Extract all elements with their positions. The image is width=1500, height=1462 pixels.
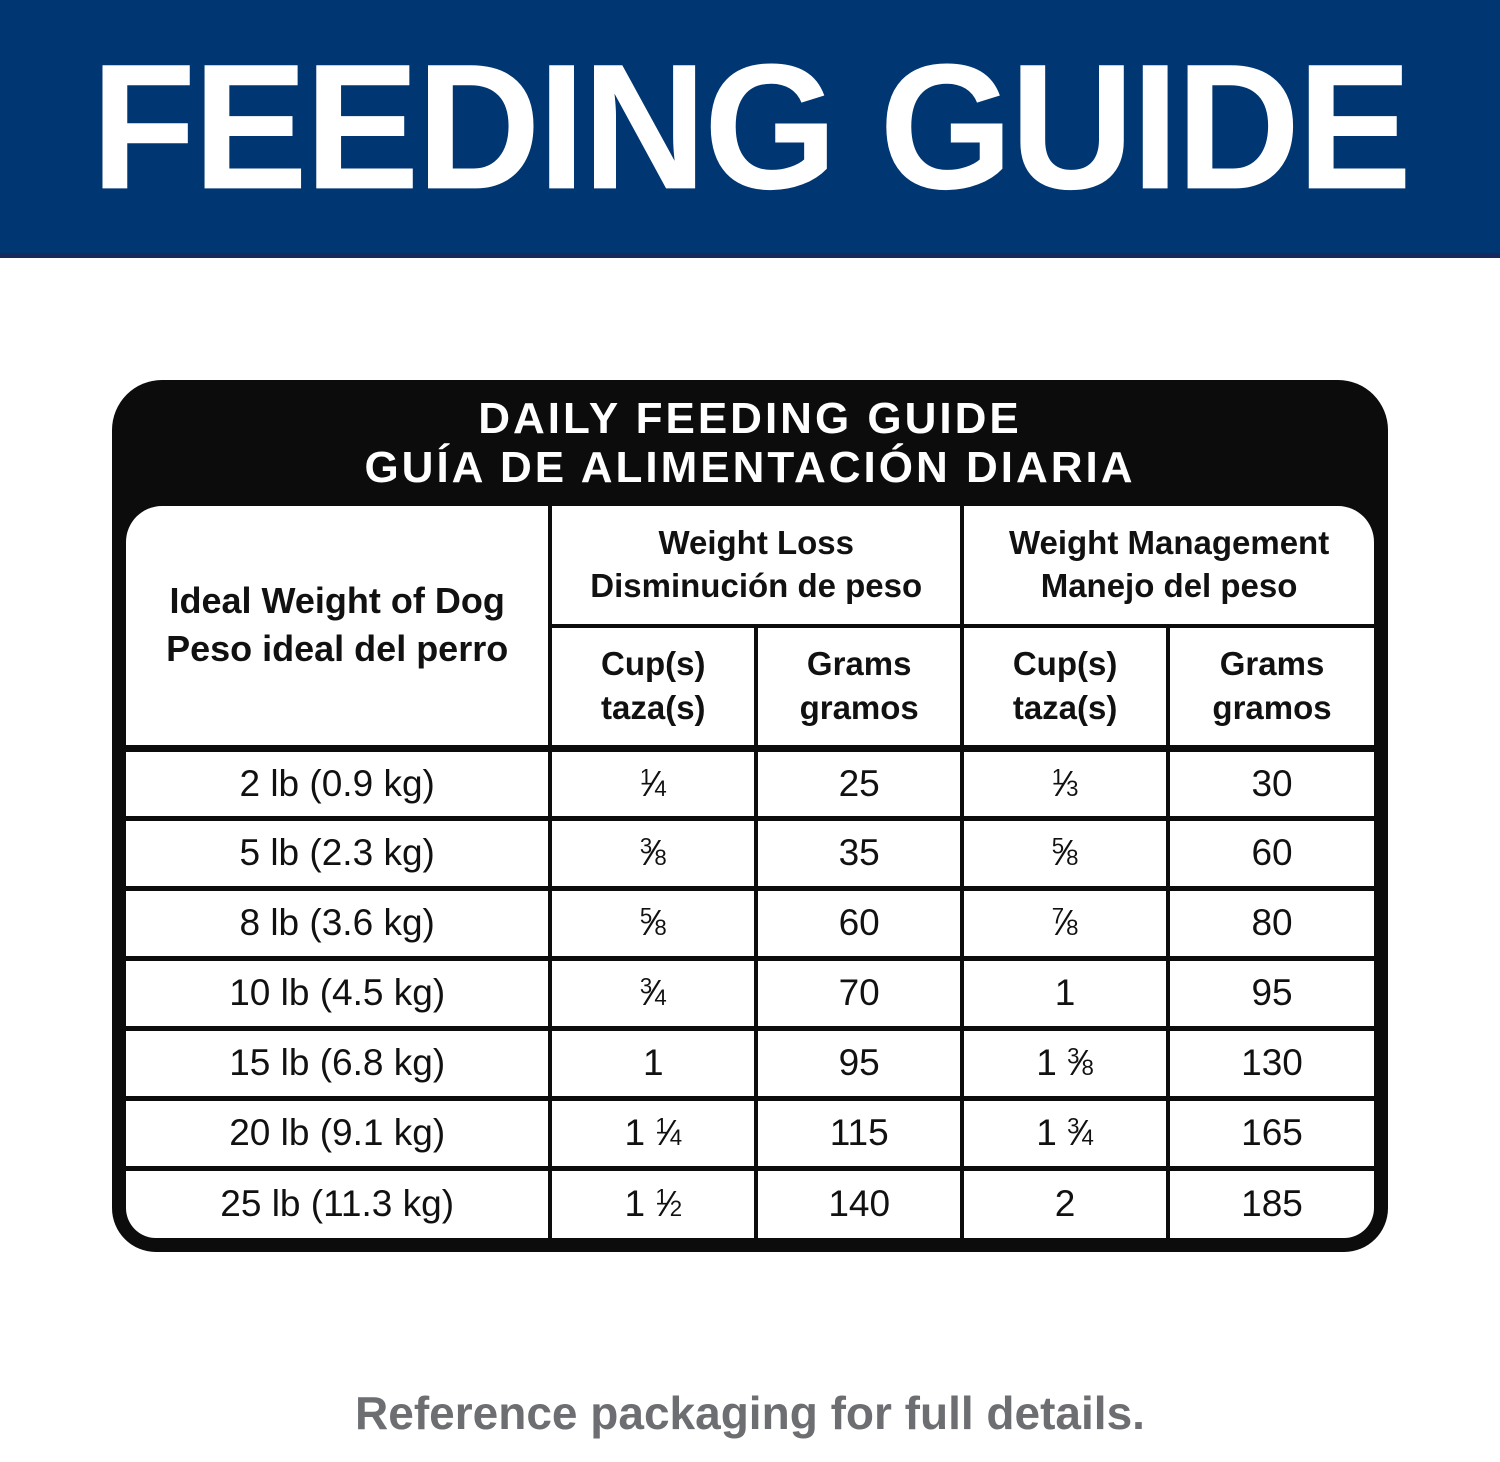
weight-loss-cups-header: Cup(s) taza(s) xyxy=(548,624,759,752)
weight-management-header-en: Weight Management xyxy=(1008,524,1330,562)
weight-management-grams-cell: 95 xyxy=(1166,955,1374,1031)
group-header-row: Ideal Weight of Dog Peso ideal del perro… xyxy=(126,506,1374,752)
cups-label-en: Cup(s) xyxy=(1012,644,1118,682)
weight-loss-grams-cell: 95 xyxy=(754,1025,965,1101)
weight-management-cups-cell: 1 xyxy=(960,955,1171,1031)
ideal-weight-header-en: Ideal Weight of Dog xyxy=(169,579,505,621)
ideal-weight-cell: 15 lb (6.8 kg) xyxy=(126,1025,553,1101)
weight-management-cups-cell: 1 3⁄8 xyxy=(960,1025,1171,1101)
cups-label-es: taza(s) xyxy=(601,689,706,727)
ideal-weight-cell: 5 lb (2.3 kg) xyxy=(126,815,553,891)
card-body: Ideal Weight of Dog Peso ideal del perro… xyxy=(126,506,1374,1238)
weight-management-cups-cell: 1⁄3 xyxy=(960,745,1171,821)
weight-loss-grams-cell: 60 xyxy=(754,885,965,961)
weight-loss-grams-cell: 70 xyxy=(754,955,965,1031)
grams-label-en: Grams xyxy=(1219,644,1325,682)
table-row: 20 lb (9.1 kg) 1 1⁄4 115 1 3⁄4 165 xyxy=(126,1095,1374,1171)
weight-loss-cups-cell: 1 1⁄2 xyxy=(548,1165,759,1238)
weight-loss-grams-header: Grams gramos xyxy=(754,624,965,752)
table-row: 10 lb (4.5 kg) 3⁄4 70 1 95 xyxy=(126,955,1374,1031)
weight-management-cups-cell: 5⁄8 xyxy=(960,815,1171,891)
ideal-weight-cell: 10 lb (4.5 kg) xyxy=(126,955,553,1031)
weight-management-grams-cell: 30 xyxy=(1166,745,1374,821)
table-row: 15 lb (6.8 kg) 1 95 1 3⁄8 130 xyxy=(126,1025,1374,1101)
weight-loss-grams-cell: 115 xyxy=(754,1095,965,1171)
sub-header-row: Cup(s) taza(s) Grams gramos Cup(s) taza(… xyxy=(126,624,1374,752)
weight-management-cups-header: Cup(s) taza(s) xyxy=(960,624,1171,752)
weight-loss-cups-cell: 5⁄8 xyxy=(548,885,759,961)
weight-management-grams-cell: 80 xyxy=(1166,885,1374,961)
weight-loss-header: Weight Loss Disminución de peso xyxy=(548,506,965,628)
ideal-weight-cell: 20 lb (9.1 kg) xyxy=(126,1095,553,1171)
weight-loss-cups-cell: 3⁄8 xyxy=(548,815,759,891)
table-row: 8 lb (3.6 kg) 5⁄8 60 7⁄8 80 xyxy=(126,885,1374,961)
weight-loss-cups-cell: 1 xyxy=(548,1025,759,1101)
daily-feeding-table: Ideal Weight of Dog Peso ideal del perro… xyxy=(126,506,1374,1238)
weight-management-cups-cell: 7⁄8 xyxy=(960,885,1171,961)
ideal-weight-cell: 8 lb (3.6 kg) xyxy=(126,885,553,961)
cups-label-es: taza(s) xyxy=(1012,689,1118,727)
weight-management-header-es: Manejo del peso xyxy=(1040,567,1298,604)
weight-management-cups-cell: 1 3⁄4 xyxy=(960,1095,1171,1171)
weight-loss-grams-cell: 25 xyxy=(754,745,965,821)
weight-management-grams-cell: 60 xyxy=(1166,815,1374,891)
grams-label-en: Grams xyxy=(806,644,912,682)
table-row: 5 lb (2.3 kg) 3⁄8 35 5⁄8 60 xyxy=(126,815,1374,891)
grams-label-es: gramos xyxy=(799,689,919,727)
grams-label-es: gramos xyxy=(1212,689,1332,727)
ideal-weight-header-es: Peso ideal del perro xyxy=(166,628,509,670)
banner: FEEDING GUIDE xyxy=(0,0,1500,258)
ideal-weight-header: Ideal Weight of Dog Peso ideal del perro xyxy=(126,506,553,752)
feeding-guide-card: DAILY FEEDING GUIDE GUÍA DE ALIMENTACIÓN… xyxy=(112,380,1388,1252)
weight-management-grams-cell: 165 xyxy=(1166,1095,1374,1171)
weight-management-grams-cell: 185 xyxy=(1166,1165,1374,1238)
weight-management-cups-cell: 2 xyxy=(960,1165,1171,1238)
weight-loss-grams-cell: 35 xyxy=(754,815,965,891)
footer-note: Reference packaging for full details. xyxy=(355,1387,1145,1439)
cups-label-en: Cup(s) xyxy=(601,644,706,682)
weight-loss-cups-cell: 1⁄4 xyxy=(548,745,759,821)
weight-loss-cups-cell: 1 1⁄4 xyxy=(548,1095,759,1171)
weight-loss-cups-cell: 3⁄4 xyxy=(548,955,759,1031)
weight-loss-grams-cell: 140 xyxy=(754,1165,965,1238)
weight-loss-header-es: Disminución de peso xyxy=(590,567,923,604)
weight-management-header: Weight Management Manejo del peso xyxy=(960,506,1374,628)
table-row: 25 lb (11.3 kg) 1 1⁄2 140 2 185 xyxy=(126,1165,1374,1238)
weight-loss-header-en: Weight Loss xyxy=(658,524,855,562)
card-title-english: DAILY FEEDING GUIDE xyxy=(478,393,1022,443)
weight-management-grams-cell: 130 xyxy=(1166,1025,1374,1101)
table-row: 2 lb (0.9 kg) 1⁄4 25 1⁄3 30 xyxy=(126,745,1374,821)
card-header: DAILY FEEDING GUIDE GUÍA DE ALIMENTACIÓN… xyxy=(126,380,1374,506)
weight-management-grams-header: Grams gramos xyxy=(1166,624,1374,752)
ideal-weight-cell: 25 lb (11.3 kg) xyxy=(126,1165,553,1238)
card-title-spanish: GUÍA DE ALIMENTACIÓN DIARIA xyxy=(364,443,1136,492)
banner-title: FEEDING GUIDE xyxy=(90,26,1412,227)
ideal-weight-cell: 2 lb (0.9 kg) xyxy=(126,745,553,821)
